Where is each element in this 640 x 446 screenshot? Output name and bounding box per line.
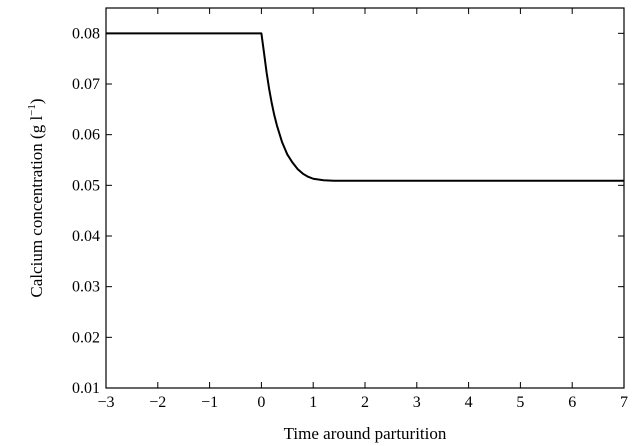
y-axis-label-superscript: −1 — [26, 104, 38, 116]
y-tick-label: 0.05 — [72, 177, 100, 194]
x-tick-label: −3 — [97, 394, 114, 411]
x-tick-label: −2 — [149, 394, 166, 411]
series-layer — [106, 32, 624, 182]
x-tick-label: 4 — [465, 394, 473, 411]
y-axis-label-suffix: ) — [27, 98, 46, 104]
calcium-concentration-line — [106, 32, 624, 182]
x-tick-label: 5 — [516, 394, 524, 411]
x-tick-label: 0 — [257, 394, 265, 411]
y-tick-label: 0.01 — [72, 380, 100, 397]
x-tick-label: 7 — [620, 394, 628, 411]
x-tick-label: 6 — [568, 394, 576, 411]
x-axis-label: Time around parturition — [284, 424, 447, 443]
x-axis: −3 −2 −1 0 1 2 3 4 5 6 7 — [97, 8, 628, 411]
y-tick-label: 0.03 — [72, 279, 100, 296]
y-tick-label: 0.04 — [72, 228, 100, 245]
y-axis: 0.01 0.02 0.03 0.04 0.05 0.06 0.07 0.08 — [72, 25, 624, 397]
x-tick-label: 3 — [413, 394, 421, 411]
y-tick-label: 0.02 — [72, 329, 100, 346]
y-axis-label: Calcium concentration (g l−1) — [26, 98, 46, 297]
y-axis-label-main: Calcium concentration (g l — [27, 116, 46, 298]
y-tick-label: 0.06 — [72, 127, 100, 144]
plot-frame — [105, 7, 625, 389]
y-tick-label: 0.07 — [72, 76, 100, 93]
x-tick-label: 2 — [361, 394, 369, 411]
y-tick-label: 0.08 — [72, 25, 100, 42]
x-tick-label: −1 — [201, 394, 218, 411]
x-tick-label: 1 — [309, 394, 317, 411]
